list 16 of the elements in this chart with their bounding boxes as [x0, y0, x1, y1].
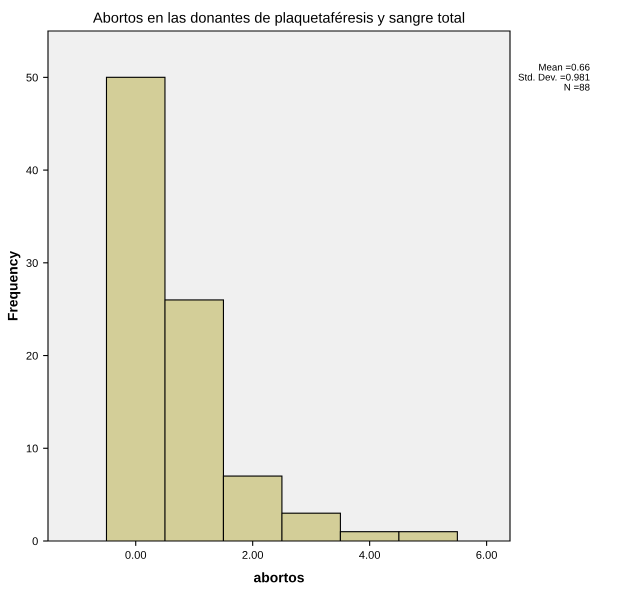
- y-tick-label: 20: [26, 352, 38, 360]
- x-tick-label: 6.00: [476, 551, 497, 559]
- y-tick-label: 50: [26, 74, 38, 82]
- x-tick-label: 0.00: [125, 551, 146, 559]
- y-tick-label: 40: [26, 166, 38, 174]
- y-tick-label: 30: [26, 259, 38, 267]
- y-axis-title: Frequency: [8, 250, 20, 320]
- text: Mean =0.66: [539, 64, 590, 71]
- x-axis-title: abortos: [254, 572, 304, 582]
- text: N =88: [564, 84, 590, 91]
- x-tick-label: 4.00: [359, 551, 380, 559]
- y-tick-label: 0: [32, 537, 38, 546]
- y-tick-label: 10: [26, 444, 38, 452]
- x-tick-label: 2.00: [242, 551, 264, 559]
- chart-title: Abortos en las donantes de plaquetaféresis y sangre total: [92, 12, 464, 26]
- text: Std. Dev. =0.981: [518, 73, 590, 81]
